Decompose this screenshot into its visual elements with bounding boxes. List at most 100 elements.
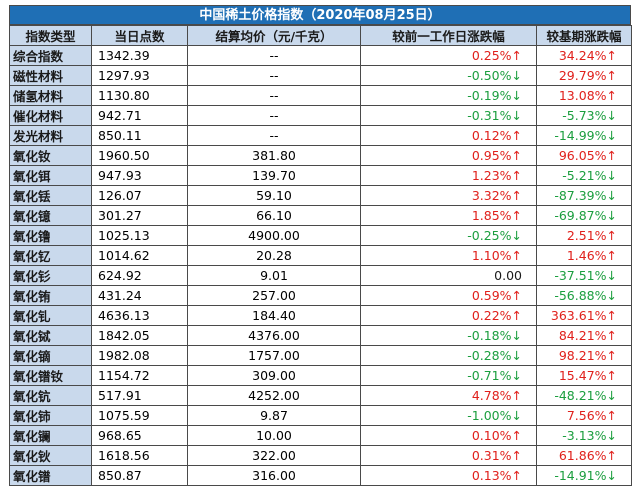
row-daily-change: 0.13%↑ (360, 465, 537, 486)
header-daily-change: 较前一工作日涨跌幅 (360, 25, 537, 46)
table-row: 氧化镧 968.65 10.00 0.10%↑ -3.13%↓ (9, 425, 632, 446)
row-name: 氧化钬 (9, 445, 92, 466)
row-points: 1960.50 (91, 145, 188, 166)
row-name: 氧化铒 (9, 165, 92, 186)
row-base-change: -14.91%↓ (536, 465, 632, 486)
row-daily-change: -0.18%↓ (360, 325, 537, 346)
row-name: 氧化铥 (9, 185, 92, 206)
row-daily-change: 0.10%↑ (360, 425, 537, 446)
row-settle-price: -- (187, 85, 361, 106)
table-row: 氧化铈 1075.59 9.87 -1.00%↓ 7.56%↑ (9, 405, 632, 426)
row-points: 126.07 (91, 185, 188, 206)
table-row: 氧化钪 517.91 4252.00 4.78%↑ -48.21%↓ (9, 385, 632, 406)
row-settle-price: -- (187, 65, 361, 86)
row-base-change: 1.46%↑ (536, 245, 632, 266)
row-base-change: 7.56%↑ (536, 405, 632, 426)
price-index-table: 指数类型 当日点数 结算均价（元/千克） 较前一工作日涨跌幅 较基期涨跌幅 综合… (9, 25, 632, 486)
row-name: 储氢材料 (9, 85, 92, 106)
row-points: 4636.13 (91, 305, 188, 326)
row-name: 氧化钇 (9, 245, 92, 266)
row-points: 1842.05 (91, 325, 188, 346)
row-daily-change: -0.31%↓ (360, 105, 537, 126)
row-base-change: -48.21%↓ (536, 385, 632, 406)
row-points: 1025.13 (91, 225, 188, 246)
table-row: 氧化钐 624.92 9.01 0.00 -37.51%↓ (9, 265, 632, 286)
row-base-change: -3.13%↓ (536, 425, 632, 446)
row-settle-price: 66.10 (187, 205, 361, 226)
table-title: 中国稀土价格指数（2020年08月25日） (9, 5, 631, 25)
row-base-change: 15.47%↑ (536, 365, 632, 386)
row-settle-price: 10.00 (187, 425, 361, 446)
row-settle-price: 9.87 (187, 405, 361, 426)
header-base-change: 较基期涨跌幅 (536, 25, 632, 46)
row-daily-change: 0.25%↑ (360, 45, 537, 66)
row-points: 850.11 (91, 125, 188, 146)
table-row: 储氢材料 1130.80 -- -0.19%↓ 13.08%↑ (9, 85, 632, 106)
row-settle-price: 4900.00 (187, 225, 361, 246)
row-daily-change: 0.59%↑ (360, 285, 537, 306)
row-points: 968.65 (91, 425, 188, 446)
row-points: 1130.80 (91, 85, 188, 106)
row-base-change: 13.08%↑ (536, 85, 632, 106)
row-points: 431.24 (91, 285, 188, 306)
row-base-change: 363.61%↑ (536, 305, 632, 326)
row-settle-price: 322.00 (187, 445, 361, 466)
row-settle-price: 9.01 (187, 265, 361, 286)
row-name: 氧化铈 (9, 405, 92, 426)
row-settle-price: -- (187, 45, 361, 66)
table-row: 综合指数 1342.39 -- 0.25%↑ 34.24%↑ (9, 45, 632, 66)
row-name: 磁性材料 (9, 65, 92, 86)
row-settle-price: 381.80 (187, 145, 361, 166)
row-settle-price: 59.10 (187, 185, 361, 206)
price-index-table-container: 中国稀土价格指数（2020年08月25日） 指数类型 当日点数 结算均价（元/千… (9, 5, 632, 486)
row-points: 1342.39 (91, 45, 188, 66)
row-points: 1982.08 (91, 345, 188, 366)
header-points: 当日点数 (91, 25, 188, 46)
table-row: 氧化镱 301.27 66.10 1.85%↑ -69.87%↓ (9, 205, 632, 226)
row-settle-price: 4376.00 (187, 325, 361, 346)
row-name: 氧化钕 (9, 145, 92, 166)
row-base-change: 98.21%↑ (536, 345, 632, 366)
row-base-change: -37.51%↓ (536, 265, 632, 286)
row-daily-change: 0.95%↑ (360, 145, 537, 166)
row-name: 氧化镨钕 (9, 365, 92, 386)
header-index-type: 指数类型 (9, 25, 92, 46)
row-settle-price: 184.40 (187, 305, 361, 326)
row-points: 1618.56 (91, 445, 188, 466)
header-settle-price: 结算均价（元/千克） (187, 25, 361, 46)
table-row: 氧化钇 1014.62 20.28 1.10%↑ 1.46%↑ (9, 245, 632, 266)
row-settle-price: 20.28 (187, 245, 361, 266)
row-daily-change: 4.78%↑ (360, 385, 537, 406)
row-settle-price: 309.00 (187, 365, 361, 386)
row-base-change: 96.05%↑ (536, 145, 632, 166)
row-daily-change: -0.28%↓ (360, 345, 537, 366)
row-name: 氧化镱 (9, 205, 92, 226)
row-points: 1297.93 (91, 65, 188, 86)
row-base-change: 29.79%↑ (536, 65, 632, 86)
row-daily-change: -0.50%↓ (360, 65, 537, 86)
table-row: 氧化镨钕 1154.72 309.00 -0.71%↓ 15.47%↑ (9, 365, 632, 386)
row-daily-change: -0.71%↓ (360, 365, 537, 386)
row-settle-price: 139.70 (187, 165, 361, 186)
row-base-change: -5.21%↓ (536, 165, 632, 186)
table-row: 氧化铥 126.07 59.10 3.32%↑ -87.39%↓ (9, 185, 632, 206)
row-daily-change: 0.22%↑ (360, 305, 537, 326)
row-base-change: -56.88%↓ (536, 285, 632, 306)
row-base-change: 34.24%↑ (536, 45, 632, 66)
row-points: 947.93 (91, 165, 188, 186)
row-points: 1014.62 (91, 245, 188, 266)
row-points: 942.71 (91, 105, 188, 126)
table-row: 氧化铕 431.24 257.00 0.59%↑ -56.88%↓ (9, 285, 632, 306)
row-name: 氧化镝 (9, 345, 92, 366)
row-points: 301.27 (91, 205, 188, 226)
row-settle-price: 316.00 (187, 465, 361, 486)
row-name: 氧化铕 (9, 285, 92, 306)
table-row: 氧化铽 1842.05 4376.00 -0.18%↓ 84.21%↑ (9, 325, 632, 346)
row-daily-change: -0.25%↓ (360, 225, 537, 246)
table-row: 氧化镥 1025.13 4900.00 -0.25%↓ 2.51%↑ (9, 225, 632, 246)
row-name: 催化材料 (9, 105, 92, 126)
table-body: 综合指数 1342.39 -- 0.25%↑ 34.24%↑ 磁性材料 1297.93 -- -… (9, 45, 632, 486)
row-name: 氧化钪 (9, 385, 92, 406)
row-daily-change: 1.23%↑ (360, 165, 537, 186)
row-settle-price: 4252.00 (187, 385, 361, 406)
